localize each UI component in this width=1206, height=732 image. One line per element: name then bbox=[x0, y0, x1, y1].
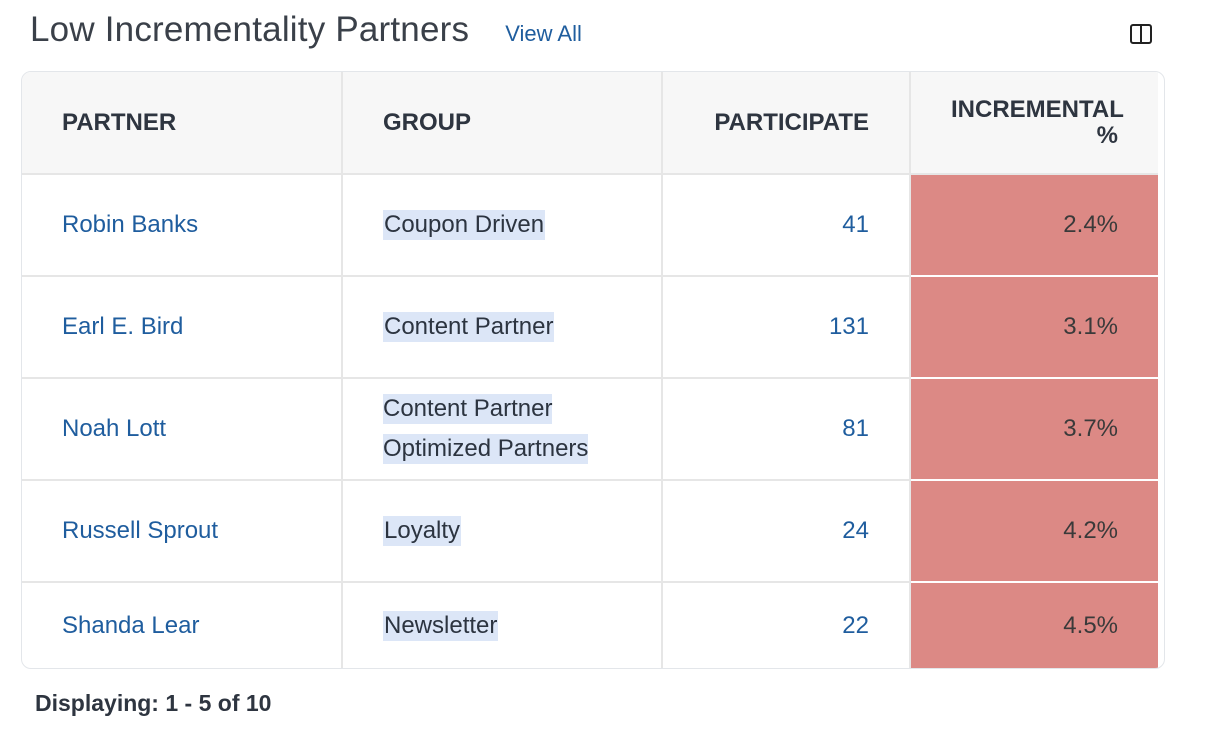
partner-cell: Noah Lott bbox=[22, 378, 343, 481]
pagination-status: Displaying: 1 - 5 of 10 bbox=[35, 690, 272, 716]
column-header-group[interactable]: GROUP bbox=[342, 72, 663, 175]
group-cell: Content Partner bbox=[342, 276, 663, 379]
group-tag: Coupon Driven bbox=[383, 210, 546, 240]
incremental-cell: 4.5% bbox=[910, 582, 1158, 668]
participate-cell: 24 bbox=[662, 480, 911, 583]
partner-link[interactable]: Earl E. Bird bbox=[62, 313, 184, 340]
group-cell: Coupon Driven bbox=[342, 174, 663, 277]
participate-cell: 131 bbox=[662, 276, 911, 379]
column-header-participate[interactable]: PARTICIPATE bbox=[662, 72, 911, 175]
table-row: Noah Lott Content Partner Optimized Part… bbox=[22, 378, 1158, 481]
participate-cell: 22 bbox=[662, 582, 911, 668]
partners-table: PARTNER GROUP PARTICIPATE INCREMENTAL % … bbox=[22, 72, 1158, 668]
widget-title: Low Incrementality Partners bbox=[30, 10, 470, 49]
participate-cell: 41 bbox=[662, 174, 911, 277]
widget-header: Low Incrementality Partners View All bbox=[30, 10, 582, 50]
partner-link[interactable]: Russell Sprout bbox=[62, 517, 219, 544]
partner-link[interactable]: Noah Lott bbox=[62, 415, 167, 442]
incremental-cell: 3.7% bbox=[910, 378, 1158, 481]
group-tag: Content Partner bbox=[383, 394, 553, 424]
group-cell: Loyalty bbox=[342, 480, 663, 583]
incremental-cell: 3.1% bbox=[910, 276, 1158, 379]
partner-link[interactable]: Shanda Lear bbox=[62, 612, 200, 639]
partner-link[interactable]: Robin Banks bbox=[62, 211, 199, 238]
participate-cell: 81 bbox=[662, 378, 911, 481]
incremental-cell: 4.2% bbox=[910, 480, 1158, 583]
group-tag: Loyalty bbox=[383, 516, 462, 546]
columns-icon[interactable] bbox=[1129, 22, 1153, 46]
column-header-incremental[interactable]: INCREMENTAL % bbox=[910, 72, 1158, 175]
partner-cell: Shanda Lear bbox=[22, 582, 343, 668]
partner-cell: Earl E. Bird bbox=[22, 276, 343, 379]
group-cell: Newsletter bbox=[342, 582, 663, 668]
partner-cell: Robin Banks bbox=[22, 174, 343, 277]
group-tag: Newsletter bbox=[383, 611, 499, 641]
table-row: Robin Banks Coupon Driven 41 2.4% bbox=[22, 174, 1158, 277]
table-row: Earl E. Bird Content Partner 131 3.1% bbox=[22, 276, 1158, 379]
partner-cell: Russell Sprout bbox=[22, 480, 343, 583]
table-row: Russell Sprout Loyalty 24 4.2% bbox=[22, 480, 1158, 583]
table-row: Shanda Lear Newsletter 22 4.5% bbox=[22, 582, 1158, 668]
group-cell: Content Partner Optimized Partners bbox=[342, 378, 663, 481]
view-all-link[interactable]: View All bbox=[505, 21, 582, 46]
group-tag: Optimized Partners bbox=[383, 434, 589, 464]
column-header-partner[interactable]: PARTNER bbox=[22, 72, 343, 175]
group-tag: Content Partner bbox=[383, 312, 555, 342]
incremental-cell: 2.4% bbox=[910, 174, 1158, 277]
table-header-row: PARTNER GROUP PARTICIPATE INCREMENTAL % bbox=[22, 72, 1158, 175]
partners-table-card: PARTNER GROUP PARTICIPATE INCREMENTAL % … bbox=[21, 71, 1165, 669]
